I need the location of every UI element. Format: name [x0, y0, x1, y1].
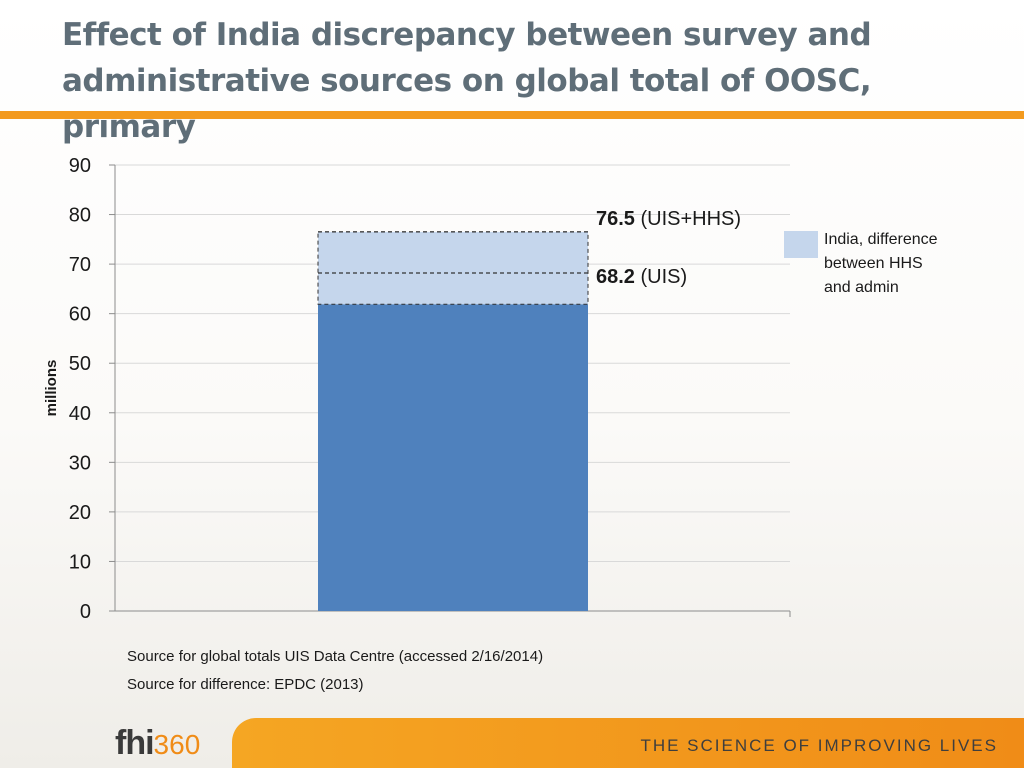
y-tick-label: 30 [69, 452, 91, 474]
source-global-totals: Source for global totals UIS Data Centre… [127, 648, 544, 665]
y-tick-label: 60 [69, 304, 91, 326]
y-tick-label: 20 [69, 502, 91, 524]
fhi360-logo: fhi360 [115, 724, 201, 762]
source-difference: Source for difference: EPDC (2013) [127, 676, 364, 693]
y-tick-label: 40 [69, 403, 91, 425]
y-tick-label: 10 [69, 551, 91, 573]
y-tick-label: 90 [69, 155, 91, 177]
bar-segment-india-difference [317, 231, 589, 305]
y-tick-label: 50 [69, 353, 91, 375]
legend-label: and admin [824, 279, 899, 296]
footer-bar: THE SCIENCE OF IMPROVING LIVES [232, 718, 1024, 768]
y-axis-label: millions [43, 360, 60, 417]
legend-label: India, difference [824, 231, 938, 248]
y-tick-label: 70 [69, 254, 91, 276]
title-underline [0, 111, 1024, 119]
legend-label: between HHS [824, 255, 923, 272]
bar-segment-global [318, 304, 588, 611]
y-tick-label: 80 [69, 205, 91, 227]
legend-swatch [784, 231, 818, 258]
y-tick-label: 0 [80, 601, 91, 623]
reference-label: 76.5 (UIS+HHS) [596, 208, 741, 230]
stacked-bar-chart: 0 10 20 30 40 50 60 70 80 90 millions 76.5 (UIS+HHS… [43, 155, 938, 623]
tagline: THE SCIENCE OF IMPROVING LIVES [640, 736, 998, 755]
reference-label: 68.2 (UIS) [596, 266, 687, 288]
logo-area: fhi360 [0, 720, 232, 768]
slide-title: Effect of India discrepancy between surv… [62, 17, 872, 145]
